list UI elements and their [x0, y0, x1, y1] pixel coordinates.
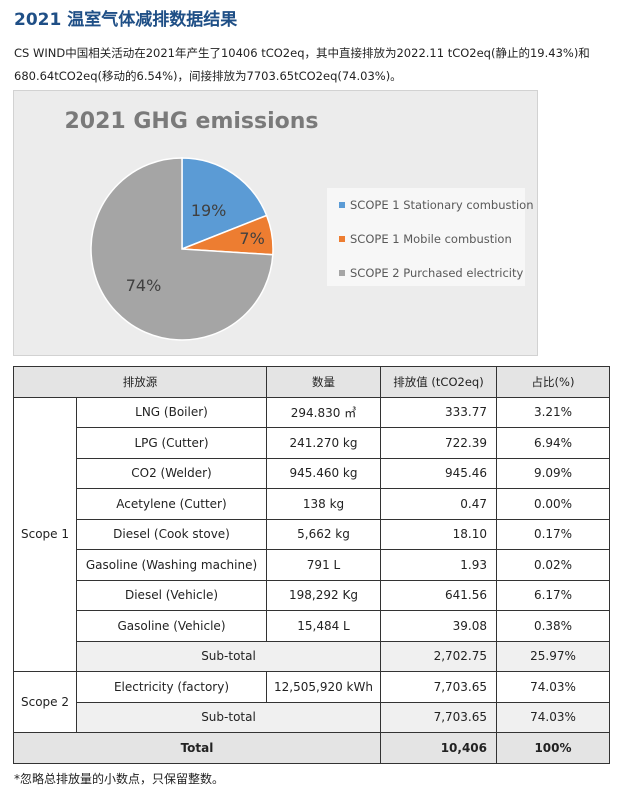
row-share: 0.02% — [496, 549, 610, 581]
legend-item-stationary: SCOPE 1 Stationary combustion — [339, 198, 534, 212]
row-quantity: 15,484 L — [266, 610, 381, 642]
legend-swatch-electricity — [339, 270, 345, 276]
table-row: Gasoline (Vehicle) 15,484 L 39.08 0.38% — [14, 610, 610, 642]
total-share: 100% — [496, 732, 610, 764]
row-source: CO2 (Welder) — [76, 457, 267, 489]
total-value: 10,406 — [380, 732, 497, 764]
pie-chart-panel: 2021 GHG emissions 19% 7% 74% SCOPE 1 Stat… — [13, 90, 538, 356]
table-row: CO2 (Welder) 945.460 kg 945.46 9.09% — [14, 457, 610, 489]
row-share: 6.94% — [496, 427, 610, 459]
row-source: LNG (Boiler) — [76, 396, 267, 428]
row-quantity: 198,292 Kg — [266, 579, 381, 611]
row-value: 39.08 — [380, 610, 497, 642]
pie-label-mobile: 7% — [239, 229, 264, 248]
legend-swatch-mobile — [339, 236, 345, 242]
table-row: Diesel (Vehicle) 198,292 Kg 641.56 6.17% — [14, 579, 610, 611]
total-label: Total — [13, 732, 381, 764]
emissions-table: 排放源 数量 排放值 (tCO2eq) 占比(%) Scope 1 LNG (B… — [13, 366, 610, 764]
subtotal-label: Sub-total — [76, 640, 381, 672]
scope1-subtotal-row: Sub-total 2,702.75 25.97% — [13, 640, 610, 672]
scope1-label: Scope 1 — [13, 396, 77, 672]
subtotal-value: 2,702.75 — [380, 640, 497, 672]
row-share: 9.09% — [496, 457, 610, 489]
legend-label-electricity: SCOPE 2 Purchased electricity — [350, 266, 524, 280]
row-quantity: 12,505,920 kWh — [266, 671, 381, 703]
row-share: 74.03% — [496, 671, 610, 703]
row-source: LPG (Cutter) — [76, 427, 267, 459]
header-source: 排放源 — [13, 366, 267, 398]
table-row: Scope 2 Electricity (factory) 12,505,920… — [13, 671, 610, 733]
row-quantity: 138 kg — [266, 488, 381, 520]
table-row: Diesel (Cook stove) 5,662 kg 18.10 0.17% — [14, 518, 610, 550]
header-share: 占比(%) — [496, 366, 610, 398]
header-quantity: 数量 — [266, 366, 381, 398]
page-title: 2021 温室气体减排数据结果 — [14, 10, 238, 30]
table-row: Acetylene (Cutter) 138 kg 0.47 0.00% — [14, 488, 610, 520]
pie-label-stationary: 19% — [191, 201, 227, 220]
row-value: 641.56 — [380, 579, 497, 611]
chart-title: 2021 GHG emissions — [64, 109, 319, 134]
table-row: LPG (Cutter) 241.270 kg 722.39 6.94% — [14, 427, 610, 459]
summary-paragraph: CS WIND中国相关活动在2021年产生了10406 tCO2eq，其中直接排… — [14, 46, 590, 83]
row-value: 7,703.65 — [380, 671, 497, 703]
row-value: 333.77 — [380, 396, 497, 428]
table-header-row: 排放源 数量 排放值 (tCO2eq) 占比(%) — [13, 366, 610, 398]
legend-label-mobile: SCOPE 1 Mobile combustion — [350, 232, 512, 246]
subtotal-label: Sub-total — [76, 701, 381, 733]
pie-slice-stationary — [181, 157, 268, 251]
row-source: Electricity (factory) — [76, 671, 267, 703]
legend-swatch-stationary — [339, 202, 345, 208]
row-value: 0.47 — [380, 488, 497, 520]
pie-chart: 19% 7% 74% — [90, 157, 274, 341]
total-row: Total 10,406 100% — [13, 732, 610, 764]
row-share: 6.17% — [496, 579, 610, 611]
legend-label-stationary: SCOPE 1 Stationary combustion — [350, 198, 534, 212]
subtotal-value: 7,703.65 — [380, 701, 497, 733]
table-row: Gasoline (Washing machine) 791 L 1.93 0.… — [14, 549, 610, 581]
row-share: 3.21% — [496, 396, 610, 428]
table-row: Scope 1 LNG (Boiler) 294.830 ㎥ 333.77 3.… — [13, 396, 610, 672]
row-source: Gasoline (Vehicle) — [76, 610, 267, 642]
row-source: Acetylene (Cutter) — [76, 488, 267, 520]
pie-slice-electricity — [90, 157, 274, 341]
scope2-subtotal-row: Sub-total 7,703.65 74.03% — [13, 701, 610, 733]
row-source: Gasoline (Washing machine) — [76, 549, 267, 581]
row-share: 0.17% — [496, 518, 610, 550]
row-quantity: 294.830 ㎥ — [266, 396, 381, 428]
row-quantity: 5,662 kg — [266, 518, 381, 550]
pie-label-electricity: 74% — [126, 276, 162, 295]
footnote: *忽略总排放量的小数点，只保留整数。 — [14, 772, 225, 786]
legend-item-mobile: SCOPE 1 Mobile combustion — [339, 232, 512, 246]
scope2-label: Scope 2 — [13, 671, 77, 733]
subtotal-share: 74.03% — [496, 701, 610, 733]
row-value: 945.46 — [380, 457, 497, 489]
row-source: Diesel (Vehicle) — [76, 579, 267, 611]
subtotal-share: 25.97% — [496, 640, 610, 672]
row-share: 0.00% — [496, 488, 610, 520]
legend-item-electricity: SCOPE 2 Purchased electricity — [339, 266, 523, 280]
row-value: 1.93 — [380, 549, 497, 581]
row-quantity: 791 L — [266, 549, 381, 581]
row-source: Diesel (Cook stove) — [76, 518, 267, 550]
row-quantity: 945.460 kg — [266, 457, 381, 489]
header-emission-value: 排放值 (tCO2eq) — [380, 366, 497, 398]
row-quantity: 241.270 kg — [266, 427, 381, 459]
row-value: 18.10 — [380, 518, 497, 550]
row-value: 722.39 — [380, 427, 497, 459]
chart-legend: SCOPE 1 Stationary combustion SCOPE 1 Mo… — [327, 188, 534, 286]
row-share: 0.38% — [496, 610, 610, 642]
